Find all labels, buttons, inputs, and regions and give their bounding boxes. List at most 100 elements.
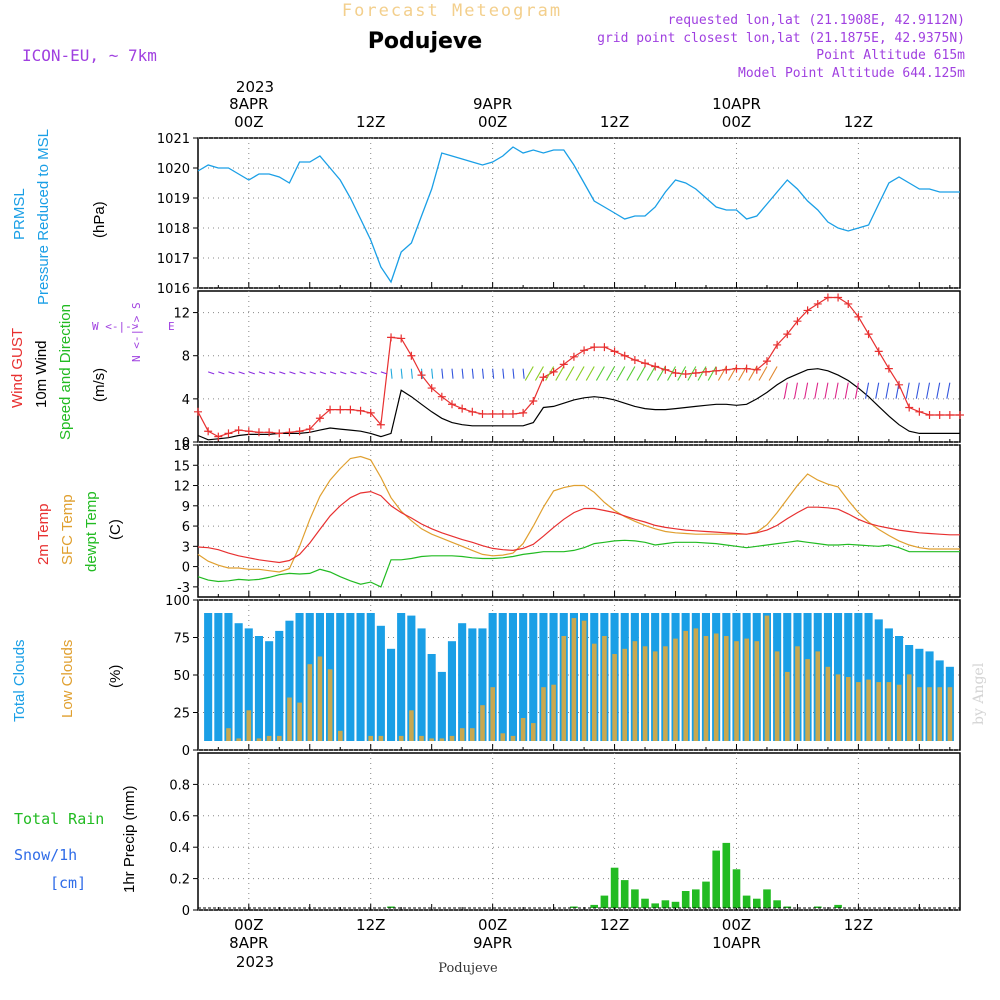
bottom-day-label: 8APR — [229, 934, 268, 952]
ytick-label: 0 — [182, 561, 190, 576]
ytick-label: 18 — [173, 439, 190, 454]
low-cloud-bar — [561, 636, 567, 741]
ytick-label: 0.6 — [169, 810, 190, 825]
wind-arrow — [502, 368, 505, 379]
low-cloud-bar — [226, 728, 231, 741]
gust-marker — [874, 347, 883, 356]
panel-frame-4 — [197, 752, 961, 911]
gust-marker — [722, 365, 731, 374]
rain-bar — [631, 889, 639, 908]
rain-bar — [722, 842, 731, 908]
gust-marker — [803, 306, 812, 315]
total-cloud-bar — [529, 613, 538, 741]
cloud-bars — [204, 613, 954, 741]
gust-marker — [773, 340, 782, 349]
wind-arrow — [329, 371, 337, 375]
gust-marker — [580, 346, 589, 355]
t2m-line — [197, 490, 960, 564]
low-cloud-bar — [947, 687, 953, 741]
bottom-time-label: 12Z — [600, 916, 629, 934]
gust-marker — [712, 366, 721, 375]
low-cloud-bar — [551, 684, 556, 741]
wind-arrow — [875, 382, 880, 399]
wind-arrow — [707, 366, 717, 381]
requested-coords: requested lon,lat (21.1908E, 42.9112N) — [668, 13, 965, 28]
gust-marker — [702, 367, 710, 376]
low-cloud-bar — [663, 646, 668, 741]
low-cloud-bar — [541, 687, 546, 741]
rain-bar — [753, 898, 761, 908]
gust-marker — [244, 427, 253, 436]
wind-arrow — [471, 368, 474, 379]
model-name: ICON-EU, ~ 7km — [22, 46, 157, 65]
total-cloud-bar — [346, 613, 355, 741]
gust-marker — [397, 334, 406, 343]
low-cloud-bar — [764, 615, 770, 741]
total-cloud-bar — [204, 613, 213, 741]
low-cloud-bar — [805, 659, 810, 741]
total-cloud-bar — [417, 628, 426, 741]
gust-label: Wind GUST — [9, 328, 26, 408]
ytick-label: 1017 — [157, 252, 190, 267]
wind-arrow — [299, 371, 306, 375]
wind-arrow — [207, 371, 215, 375]
ytick-label: 1021 — [157, 132, 190, 147]
wind-arrow — [636, 366, 646, 381]
low-cloud-bar — [470, 728, 475, 741]
gust-marker — [488, 409, 497, 418]
low-cloud-bar — [266, 735, 272, 741]
wind-unit: (m/s) — [91, 368, 108, 402]
low-cloud-bar — [459, 728, 465, 741]
total-cloud-bar — [539, 613, 548, 741]
wind-arrow — [268, 371, 276, 375]
wind-arrow — [783, 382, 788, 399]
rain-bar — [773, 900, 781, 909]
prmsl-labels: PRMSL Pressure Reduced to MSL (hPa) — [11, 129, 108, 305]
low-cloud-bar — [642, 646, 648, 741]
wind-arrow — [717, 366, 727, 381]
low-cloud-bar — [825, 666, 831, 741]
ytick-label: 6 — [182, 520, 190, 535]
gust-marker — [590, 343, 599, 352]
wind-arrow — [390, 368, 393, 379]
gust-marker — [864, 330, 873, 339]
top-time-label: 12Z — [844, 113, 873, 131]
low-cloud-bar — [439, 738, 445, 741]
low-cloud-bar — [297, 702, 302, 741]
ytick-label: 0.8 — [169, 778, 190, 793]
top-day-label: 10APR — [712, 95, 761, 113]
low-cloud-bar — [602, 636, 607, 741]
wind-arrow — [748, 366, 758, 381]
low-cloud-bar — [937, 687, 942, 741]
ytick-label: 1019 — [157, 192, 190, 207]
ytick-label: 9 — [182, 500, 190, 515]
top-day-label: 9APR — [473, 95, 512, 113]
gust-marker — [620, 351, 629, 360]
low-cloud-bar — [876, 682, 881, 741]
bottom-time-label: 12Z — [356, 916, 385, 934]
wind10-line — [197, 368, 960, 441]
gust-marker — [895, 380, 904, 389]
gust-marker — [915, 407, 924, 416]
gust-marker — [569, 352, 578, 361]
rain-bar — [742, 895, 751, 908]
prmsl-label: PRMSL — [11, 188, 28, 240]
wind-arrow — [228, 371, 235, 375]
sfc-label: SFC Temp — [59, 494, 76, 565]
wind10-label: 10m Wind — [33, 340, 50, 408]
wind-arrow — [555, 366, 565, 381]
gust-marker — [559, 360, 568, 369]
low-cloud-bar — [531, 723, 536, 741]
low-cloud-bar — [612, 654, 617, 741]
rain-bar — [570, 906, 578, 908]
gust-marker — [935, 411, 944, 420]
wind-arrow — [915, 382, 920, 399]
total-cloud-bar — [356, 613, 365, 741]
wind-arrow — [616, 366, 626, 381]
ytick-label: 12 — [173, 307, 190, 322]
total-cloud-bar — [244, 628, 253, 741]
wind-arrow — [350, 371, 357, 375]
gust-marker — [448, 400, 456, 409]
dewpoint-line — [197, 539, 960, 588]
